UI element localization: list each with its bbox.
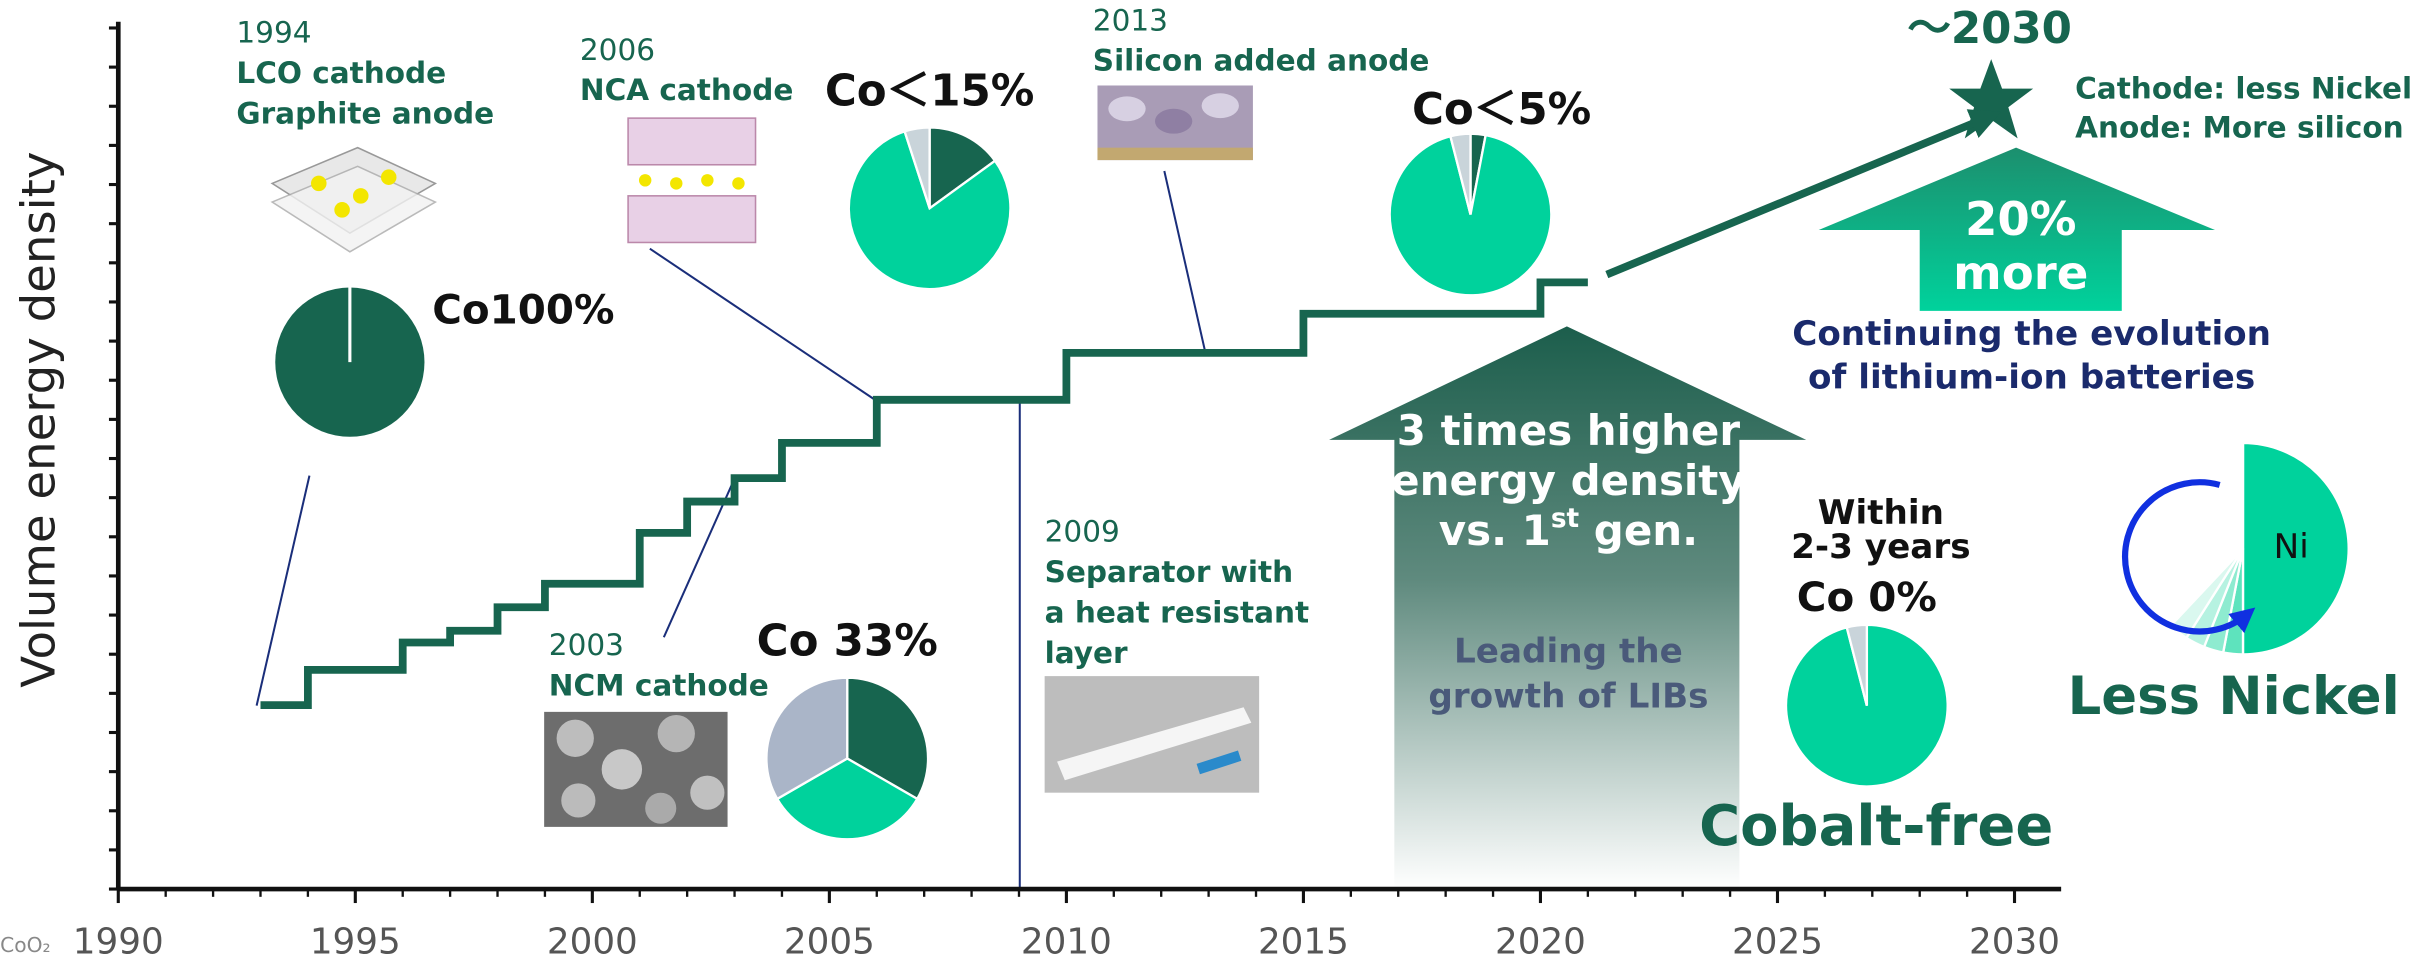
pie-label: Co100% [432, 285, 614, 333]
ncm-sem-image [544, 712, 727, 827]
milestone-text: a heat resistant [1045, 595, 1310, 629]
x-tick-label: 2030 [1969, 921, 2060, 959]
pie-label: Co 33% [757, 616, 938, 666]
evolution-text: Continuing the evolution [1792, 314, 2271, 354]
density-text: energy density [1391, 456, 1746, 505]
x-tick-label: 2025 [1732, 921, 1823, 959]
silicon-anode-illustration [1097, 85, 1252, 160]
x-tick-label: 2005 [784, 921, 875, 959]
x-tick-label: 2020 [1495, 921, 1586, 959]
milestone-text: LCO cathode [236, 56, 446, 90]
x-tick-label: 2010 [1021, 921, 1112, 959]
density-text-part: vs. 1 [1439, 506, 1551, 555]
evolution-text: of lithium-ion batteries [1808, 358, 2255, 398]
cobalt-timing: 2-3 years [1791, 527, 1970, 567]
chart: Volume energy density CoO₂ ～2030 Cathode… [0, 0, 2425, 959]
density-text-part: gen. [1579, 506, 1698, 555]
more-text: 20% [1965, 192, 2077, 246]
milestone-text: layer [1045, 636, 1128, 670]
milestone-text: Graphite anode [236, 97, 494, 131]
milestone-year: 2006 [580, 33, 655, 67]
milestone-year: 2003 [549, 628, 624, 662]
connector [1164, 171, 1204, 350]
milestone-year: 2009 [1045, 515, 1120, 549]
target-year: ～2030 [1907, 4, 2072, 54]
leading-text: Leading the [1454, 631, 1683, 671]
target-note: Anode: More silicon [2075, 111, 2404, 145]
x-tick-label: 1990 [73, 921, 164, 959]
pie-label: Ni [2274, 527, 2309, 567]
x-tick-label: 2015 [1258, 921, 1349, 959]
x-tick-label: 2000 [547, 921, 638, 959]
superscript: st [1551, 503, 1580, 534]
milestone-year: 1994 [236, 16, 311, 50]
pie-label: Co 0% [1797, 573, 1937, 621]
x-tick-label: 1995 [310, 921, 401, 959]
milestone-text: NCM cathode [549, 668, 769, 702]
separator-photo [1045, 676, 1259, 793]
density-text: 3 times higher [1397, 406, 1741, 455]
leading-text: growth of LIBs [1428, 676, 1708, 716]
milestone-text: Separator with [1045, 555, 1294, 589]
nca-illustration [628, 118, 755, 242]
connector [257, 476, 310, 706]
milestone-year: 2013 [1093, 3, 1168, 37]
y-axis-label: Volume energy density [12, 152, 66, 688]
more-text: more [1953, 246, 2088, 300]
target-note: Cathode: less Nickel [2075, 72, 2412, 106]
milestone-text: NCA cathode [580, 73, 793, 107]
formula: CoO₂ [0, 933, 50, 957]
connector [650, 249, 877, 401]
less-nickel: Less Nickel [2068, 666, 2400, 727]
pie-label: Co＜5% [1412, 85, 1591, 135]
cobalt-free: Cobalt-free [1699, 794, 2053, 859]
pie-label: Co＜15% [825, 66, 1035, 116]
milestone-text: Silicon added anode [1093, 44, 1430, 78]
graphite-illustration [272, 148, 435, 252]
